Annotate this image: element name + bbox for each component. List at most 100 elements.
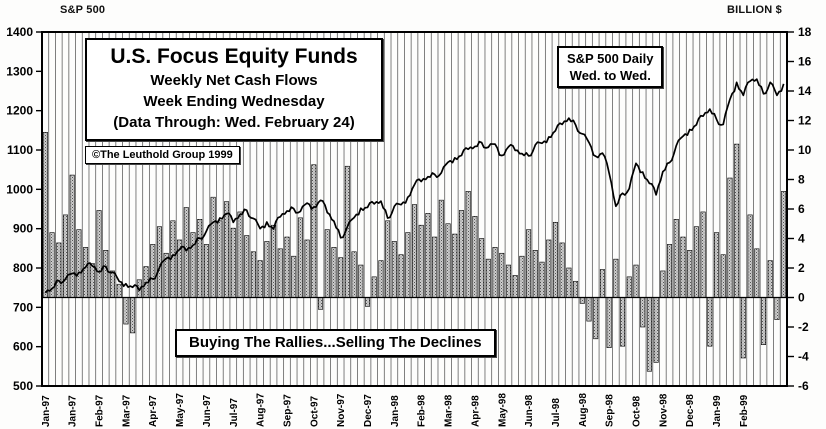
cash-flow-bar: [566, 267, 572, 298]
svg-text:Oct-98: Oct-98: [631, 395, 642, 427]
cash-flow-bar: [318, 297, 324, 310]
cash-flow-bar: [89, 263, 95, 298]
chart-title-line3: Week Ending Wednesday: [143, 93, 325, 110]
cash-flow-bar: [183, 207, 189, 298]
cash-flow-bar: [761, 297, 767, 346]
cash-flow-bar: [331, 247, 337, 298]
x-axis-labels: Jan-97 Jan-97 Feb-97 Mar-97 Apr-97 May-97 Jun-…: [41, 393, 750, 427]
cash-flow-bar: [123, 297, 129, 325]
svg-text:Feb-98: Feb-98: [417, 394, 428, 427]
cash-flow-bar: [485, 258, 491, 298]
legend-line1: S&P 500 Daily: [567, 51, 654, 66]
annotation-label: Buying The Rallies...Selling The Decline…: [175, 329, 496, 357]
cash-flow-bar: [546, 239, 552, 298]
copyright-label: ©The Leuthold Group 1999: [85, 146, 240, 164]
svg-text:Jan-97: Jan-97: [68, 395, 79, 427]
cash-flow-bar: [130, 297, 136, 334]
svg-text:-6: -6: [798, 379, 809, 393]
right-axis-ticks: 18 16 14 12 10 8 6 4 2 0 -2 -4 -6: [787, 25, 812, 393]
svg-text:Apr-98: Apr-98: [470, 395, 481, 427]
svg-text:800: 800: [13, 261, 33, 275]
svg-text:May-97: May-97: [175, 393, 186, 427]
cash-flow-bar: [291, 255, 297, 298]
svg-text:600: 600: [13, 340, 33, 354]
cash-flow-bar: [660, 270, 666, 298]
svg-text:Sep-98: Sep-98: [605, 394, 616, 427]
cash-flow-bar: [103, 250, 109, 298]
svg-text:1100: 1100: [7, 143, 33, 157]
cash-flow-bar: [620, 297, 626, 347]
cash-flow-bar: [210, 196, 216, 298]
right-axis-title: BILLION $: [727, 4, 782, 16]
cash-flow-bar: [324, 229, 330, 298]
cash-flow-bar: [613, 258, 619, 298]
cash-flow-bar: [271, 224, 277, 298]
svg-text:10: 10: [798, 143, 812, 157]
cash-flow-bar: [351, 251, 357, 298]
cash-flow-bar: [83, 247, 89, 298]
cash-flow-bar: [573, 280, 579, 298]
cash-flow-bar: [472, 216, 478, 298]
sp500-line: [44, 78, 785, 294]
cash-flow-bar: [190, 232, 196, 298]
svg-text:1400: 1400: [6, 25, 33, 39]
cash-flow-bar: [539, 261, 545, 298]
cash-flow-bar: [230, 227, 236, 298]
svg-text:2: 2: [798, 261, 805, 275]
cash-flow-bar: [727, 177, 733, 298]
svg-text:500: 500: [13, 379, 33, 393]
cash-flow-bar: [56, 242, 62, 298]
cash-flow-bar: [311, 164, 317, 298]
cash-flow-bar: [76, 229, 82, 298]
cash-flow-bar: [405, 232, 411, 298]
cash-flow-bar: [438, 199, 444, 298]
cash-flow-bar: [432, 236, 438, 298]
cash-flow-bar: [579, 297, 585, 304]
cash-flow-bar: [116, 283, 122, 298]
svg-text:Jun-98: Jun-98: [524, 394, 535, 427]
svg-text:Mar-97: Mar-97: [121, 394, 132, 427]
cash-flow-bar: [465, 191, 471, 298]
svg-text:Feb-99: Feb-99: [739, 394, 750, 427]
svg-text:Nov-97: Nov-97: [336, 393, 347, 427]
cash-flow-bar: [338, 257, 344, 298]
cash-flow-bar: [197, 219, 203, 298]
cash-flow-bar: [774, 297, 780, 320]
cash-flow-bar: [42, 132, 48, 298]
cash-flow-bar: [586, 297, 592, 322]
svg-text:Aug-98: Aug-98: [578, 393, 589, 427]
cash-flow-bar: [479, 238, 485, 298]
svg-text:Jan-97: Jan-97: [41, 395, 52, 427]
svg-text:Jul-97: Jul-97: [229, 398, 240, 427]
cash-flow-bar: [747, 214, 753, 298]
cash-flow-bar: [532, 250, 538, 298]
cash-flow-bar: [284, 236, 290, 298]
svg-text:12: 12: [798, 114, 812, 128]
cash-flow-bar: [519, 255, 525, 298]
svg-text:0: 0: [798, 291, 805, 305]
legend-line2: Wed. to Wed.: [569, 68, 651, 83]
cash-flow-bar: [714, 232, 720, 298]
cash-flow-bar: [244, 235, 250, 298]
cash-flow-bar: [667, 244, 673, 298]
cash-flow-bar: [257, 260, 263, 298]
cash-flow-bar: [599, 269, 605, 298]
cash-flow-bar: [734, 143, 740, 298]
svg-text:Apr-97: Apr-97: [148, 395, 159, 427]
cash-flow-bar: [767, 260, 773, 298]
cash-flow-bar: [224, 201, 230, 298]
cash-flow-bar: [499, 252, 505, 298]
svg-text:18: 18: [798, 25, 812, 39]
cash-flow-bar: [552, 221, 558, 298]
svg-text:900: 900: [13, 222, 33, 236]
svg-text:4: 4: [798, 232, 805, 246]
cash-flow-bar: [358, 264, 364, 298]
cash-flow-bar: [492, 247, 498, 298]
cash-flow-bar: [385, 220, 391, 298]
svg-text:Jul-98: Jul-98: [551, 398, 562, 427]
cash-flow-bar: [559, 242, 565, 298]
chart-title-line2: Weekly Net Cash Flows: [150, 72, 318, 89]
svg-text:1000: 1000: [6, 182, 33, 196]
